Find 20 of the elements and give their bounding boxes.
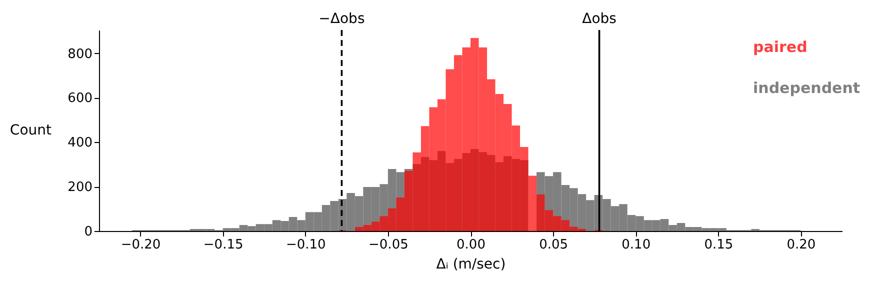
x-tick-label: 0.20 bbox=[786, 238, 816, 252]
y-tick-label: 400 bbox=[68, 136, 92, 151]
x-tick-label: −0.10 bbox=[286, 238, 326, 252]
text: independent bbox=[753, 79, 860, 97]
x-tick-label: −0.20 bbox=[120, 238, 161, 252]
x-tick-label: 0.10 bbox=[622, 238, 651, 252]
x-tick-label: 0.05 bbox=[539, 238, 568, 252]
x-tick-label: 0.15 bbox=[704, 238, 734, 252]
x-tick-label: 0.00 bbox=[456, 238, 486, 252]
y-tick-label: 800 bbox=[68, 46, 92, 62]
y-tick-label: 200 bbox=[68, 180, 92, 196]
ref-line-label: −Δobs bbox=[318, 11, 365, 27]
y-tick-label: 0 bbox=[84, 224, 92, 240]
x-tick-label: −0.15 bbox=[203, 238, 244, 252]
x-axis-title: Δᵢ (m/sec) bbox=[436, 256, 506, 272]
text: paired bbox=[753, 38, 808, 56]
y-tick-label: 600 bbox=[68, 91, 92, 106]
ref-line-label: Δobs bbox=[582, 11, 616, 27]
x-tick-label: −0.05 bbox=[368, 238, 408, 252]
y-axis-title: Count bbox=[10, 122, 52, 138]
